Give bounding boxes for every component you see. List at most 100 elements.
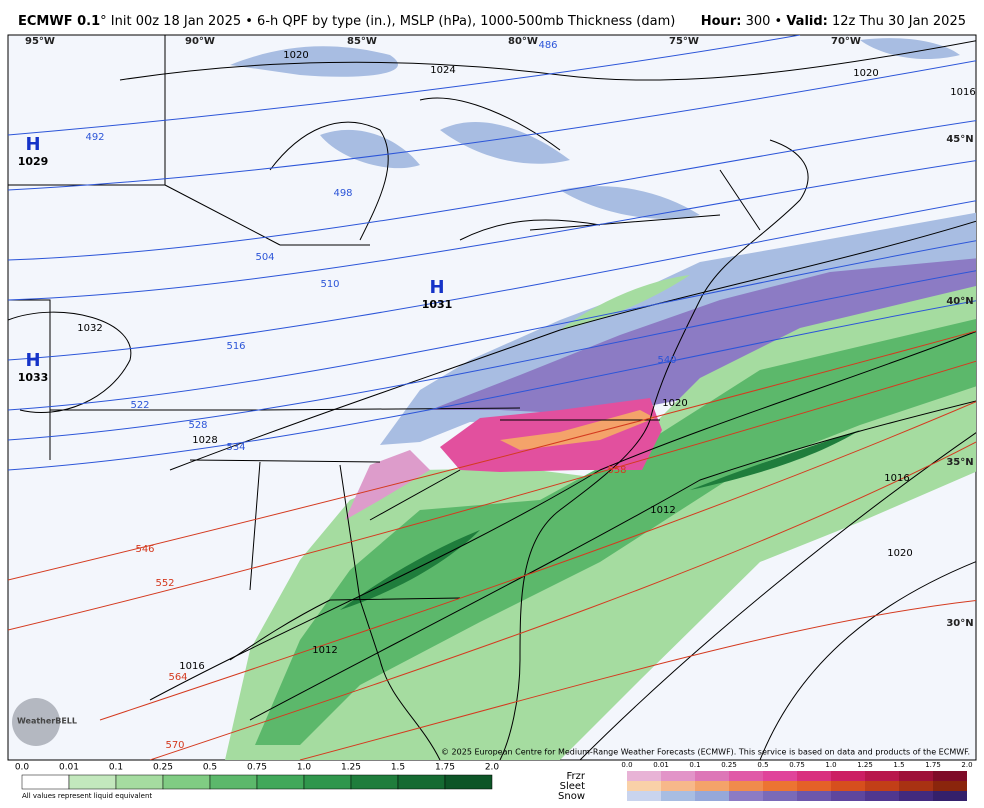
rain-swatch — [256, 774, 305, 790]
rain-level-label: 0.0 — [15, 763, 30, 773]
thickness-label: 546 — [135, 544, 154, 555]
longitude-label: 95°W — [25, 36, 55, 47]
isobar-label: 1012 — [312, 645, 337, 656]
type-level-label: 0.0 — [621, 761, 632, 769]
snow-area — [230, 38, 960, 219]
type-swatch — [899, 791, 933, 801]
type-level-label: 1.5 — [893, 761, 904, 769]
rain-level-label: 0.1 — [109, 763, 123, 773]
rain-swatch — [209, 774, 258, 790]
type-swatch — [661, 781, 695, 791]
type-swatch — [695, 781, 729, 791]
thickness-label: 540 — [657, 355, 676, 366]
freezing-rain-light — [345, 450, 430, 520]
type-swatch — [763, 791, 797, 801]
precip-type-label: Sleet — [560, 781, 585, 792]
rain-level-label: 1.75 — [435, 763, 455, 773]
thickness-label: 510 — [320, 279, 339, 290]
type-swatch — [695, 771, 729, 781]
rain-heavy — [340, 430, 860, 610]
thickness-label: 534 — [226, 442, 245, 453]
map: 95°W 90°W 85°W 80°W 75°W 70°W 45°N 40°N 35°N 30°N… — [7, 34, 977, 761]
type-swatch — [797, 771, 831, 781]
logo-text: WeatherBELL — [17, 717, 77, 726]
isobar-label: 1020 — [853, 68, 878, 79]
rain-level-label: 0.25 — [153, 763, 173, 773]
borders — [8, 35, 809, 760]
isobar-label: 1028 — [192, 435, 217, 446]
copyright: © 2025 European Centre for Medium-Range … — [441, 748, 970, 757]
rain-swatch — [68, 774, 117, 790]
logo: WeatherBELL — [12, 698, 77, 746]
latitude-label: 35°N — [946, 457, 973, 468]
type-swatch — [899, 771, 933, 781]
rain-level-label: 0.01 — [59, 763, 79, 773]
isobar-label: 1024 — [430, 65, 455, 76]
thickness-label: 558 — [607, 465, 626, 476]
logo-globe — [12, 698, 60, 746]
precip-type-label: Frzr — [567, 771, 586, 782]
thickness-label: 528 — [188, 420, 207, 431]
type-swatch — [831, 781, 865, 791]
latitude-label: 30°N — [946, 618, 973, 629]
type-level-label: 0.75 — [789, 761, 805, 769]
type-swatch — [729, 791, 763, 801]
map-labels: 95°W 90°W 85°W 80°W 75°W 70°W 45°N 40°N 35°N 30°N… — [18, 36, 976, 751]
type-swatch — [865, 791, 899, 801]
type-swatch — [729, 781, 763, 791]
type-swatch — [763, 771, 797, 781]
hour-label: Hour: — [701, 14, 742, 29]
type-level-label: 1.75 — [925, 761, 941, 769]
high-pressure: 1033 — [18, 371, 49, 384]
rain-swatch — [444, 774, 493, 790]
thickness-label: 516 — [226, 341, 245, 352]
hour-value: 300 • — [741, 14, 786, 29]
valid-value: 12z Thu 30 Jan 2025 — [828, 14, 966, 29]
type-swatch — [831, 771, 865, 781]
high-symbol: H — [25, 350, 40, 371]
isobar-label: 1032 — [77, 323, 102, 334]
rain-moderate — [255, 318, 976, 745]
thickness-label: 564 — [168, 672, 187, 683]
type-swatch — [865, 781, 899, 791]
legend: All values represent liquid equivalent 0… — [15, 761, 973, 802]
isobar-label: 1020 — [283, 50, 308, 61]
mixed-area — [430, 258, 976, 415]
precip-type-label: Snow — [558, 791, 585, 802]
type-level-label: 0.01 — [653, 761, 669, 769]
header-title: ECMWF 0.1° Init 00z 18 Jan 2025 • 6-h QP… — [18, 14, 675, 29]
rain-swatch — [350, 774, 399, 790]
thickness-label: 522 — [130, 400, 149, 411]
rain-swatch — [162, 774, 211, 790]
thickness-label: 570 — [165, 740, 184, 751]
rain-level-label: 1.5 — [391, 763, 405, 773]
isobar-label: 1020 — [662, 398, 687, 409]
type-level-label: 0.1 — [689, 761, 700, 769]
type-swatch — [729, 771, 763, 781]
rain-level-label: 0.75 — [247, 763, 267, 773]
latitude-label: 45°N — [946, 134, 973, 145]
rain-level-label: 2.0 — [485, 763, 500, 773]
longitude-label: 90°W — [185, 36, 215, 47]
high-symbol: H — [429, 277, 444, 298]
type-swatch — [933, 791, 967, 801]
rain-level-label: 1.25 — [341, 763, 361, 773]
model-name: ECMWF 0.1 — [18, 14, 100, 29]
type-level-label: 1.0 — [825, 761, 836, 769]
longitude-label: 80°W — [508, 36, 538, 47]
type-swatch — [797, 791, 831, 801]
type-swatch — [627, 791, 661, 801]
type-swatch — [661, 791, 695, 801]
thickness-warm — [8, 330, 976, 760]
thickness-label: 492 — [85, 132, 104, 143]
type-swatch — [627, 781, 661, 791]
isobar-label: 1016 — [950, 87, 975, 98]
type-swatch — [627, 771, 661, 781]
map-layers — [8, 35, 976, 760]
thickness-cold — [8, 35, 976, 471]
longitude-label: 85°W — [347, 36, 377, 47]
title-text: ° Init 00z 18 Jan 2025 • 6-h QPF by type… — [100, 14, 675, 29]
type-swatch — [763, 781, 797, 791]
thickness-label: 486 — [538, 40, 557, 51]
